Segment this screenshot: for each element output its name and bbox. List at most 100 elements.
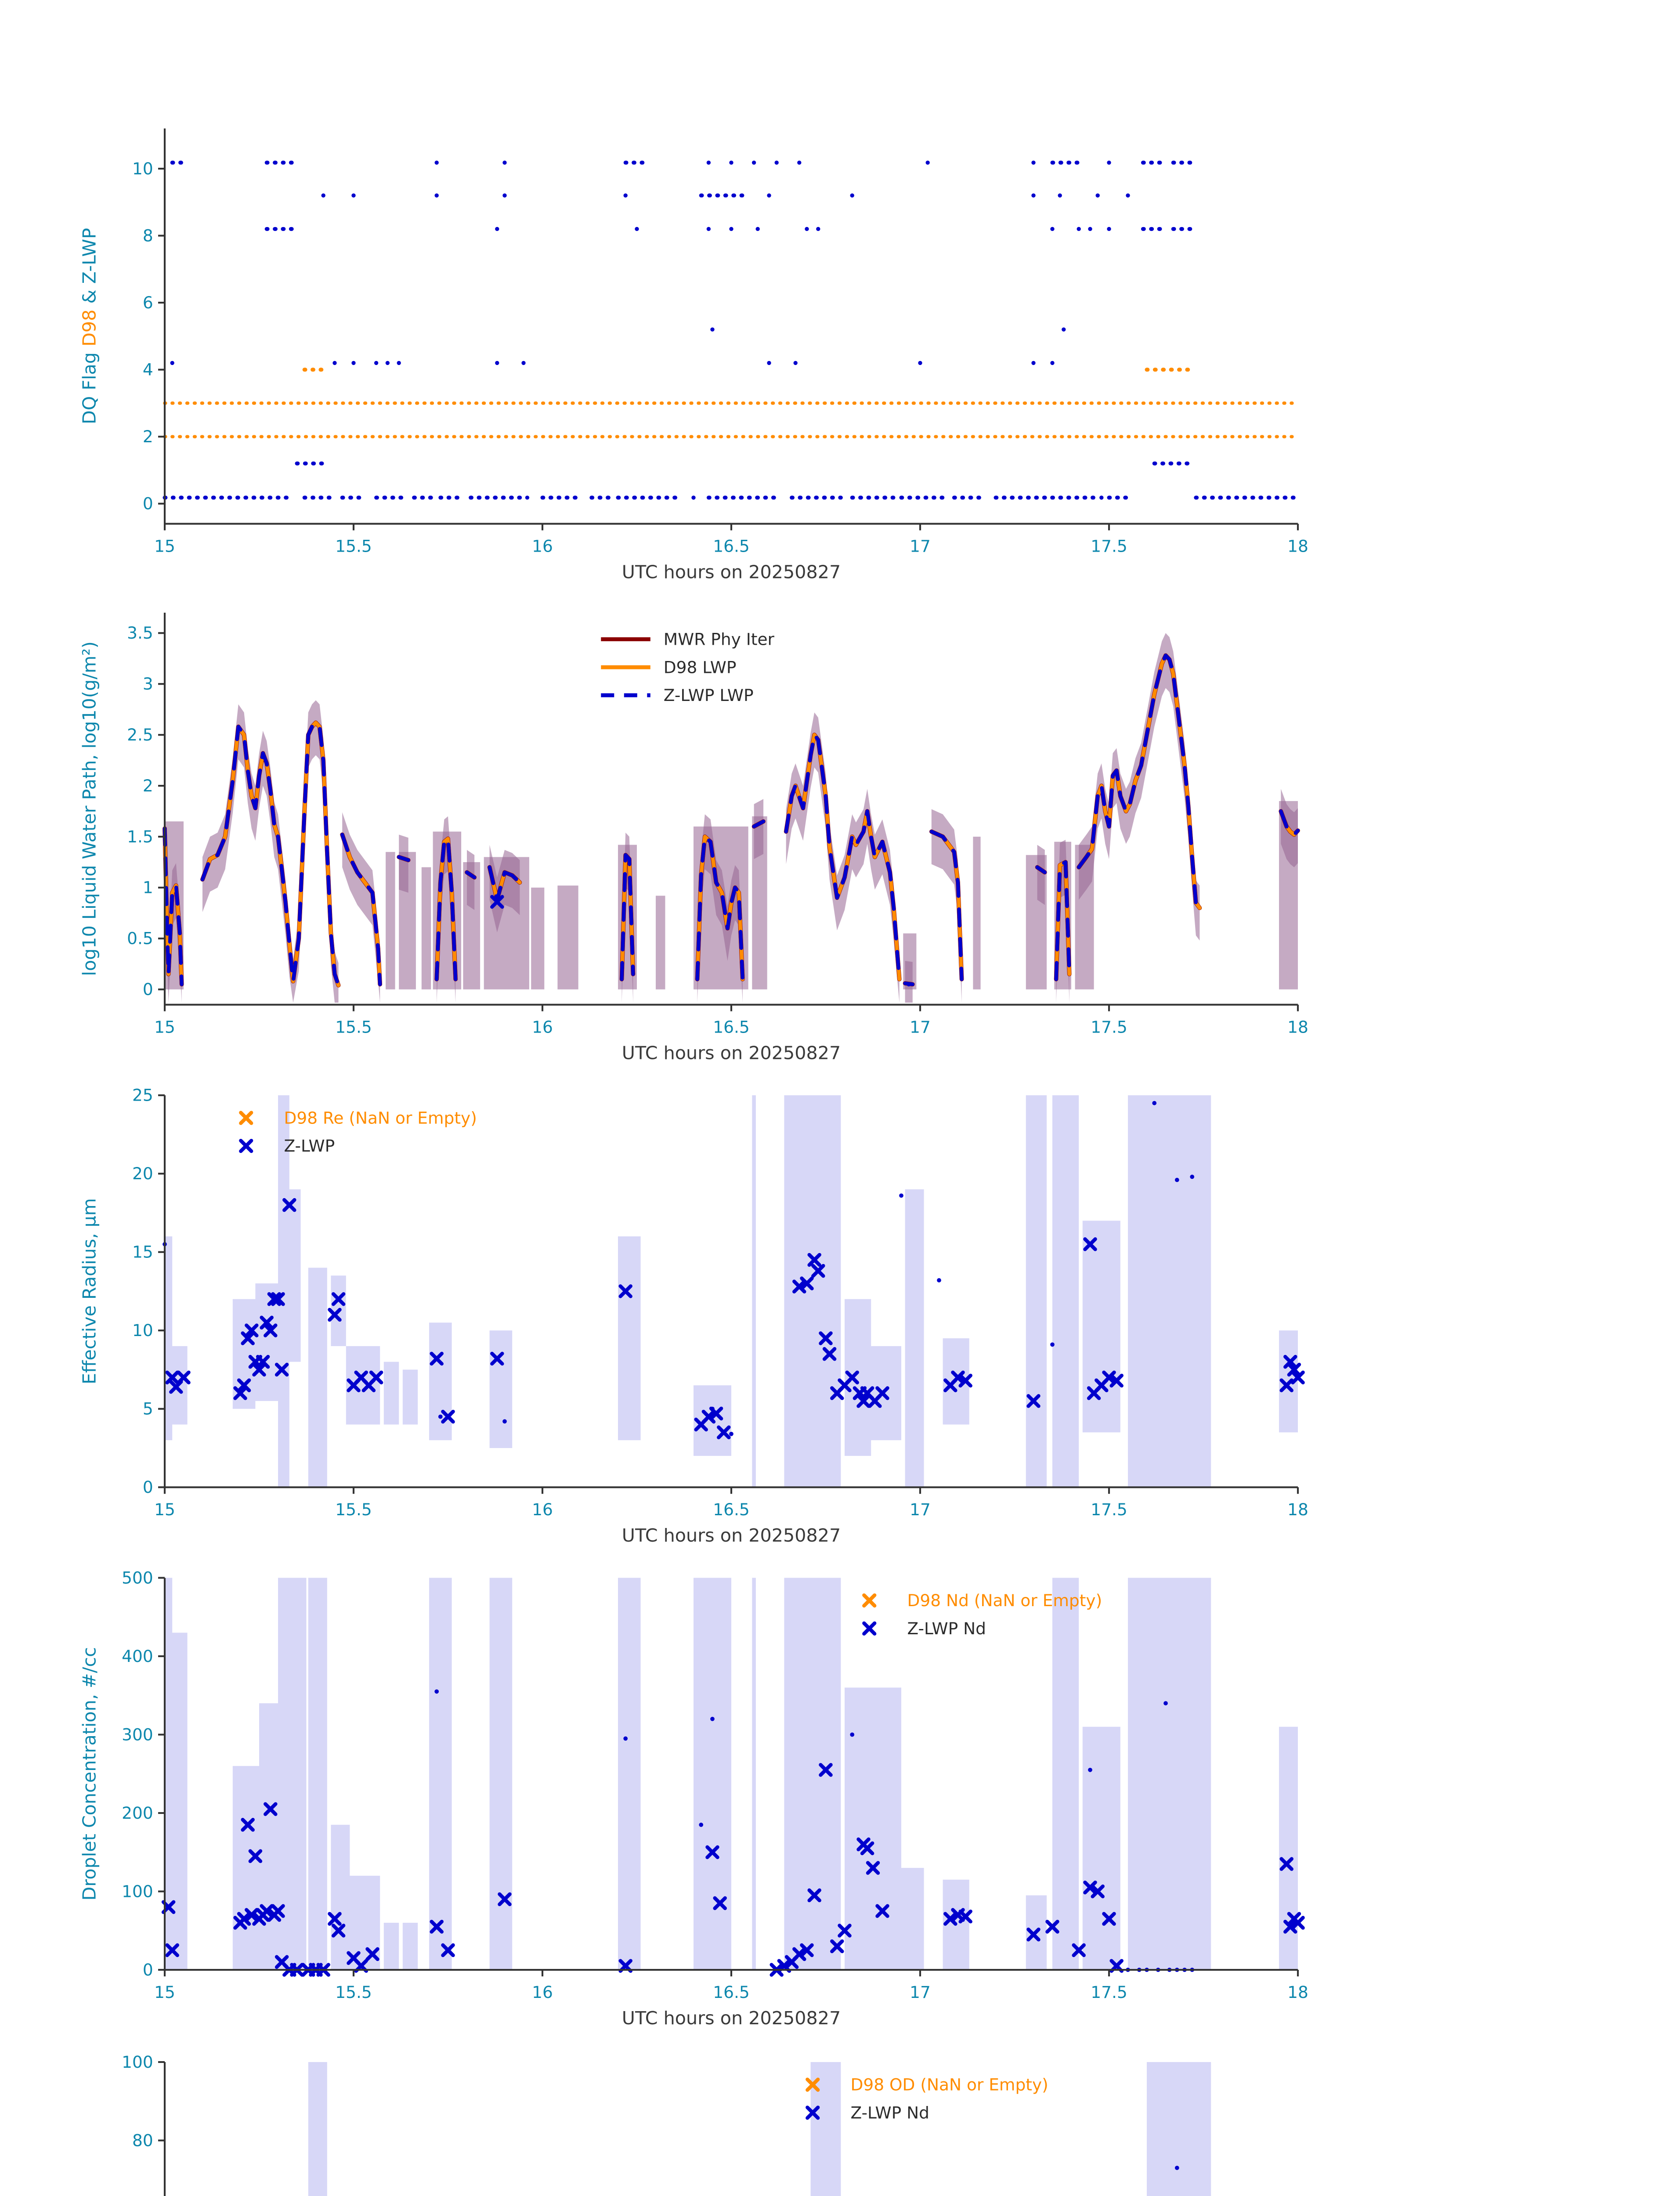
flag-dot: [751, 160, 756, 165]
y-tick-label: 5: [143, 1399, 153, 1419]
y-tick-label: 500: [122, 1568, 153, 1587]
point-marker: [1152, 1101, 1157, 1105]
x-marker: [958, 1373, 972, 1388]
legend-label: Z-LWP LWP: [664, 686, 754, 705]
x-marker: [800, 1276, 814, 1290]
flag-dot: [1107, 227, 1111, 231]
flag-dot: [1099, 495, 1104, 500]
x-axis-label: UTC hours on 20250827: [622, 1525, 841, 1546]
y-tick-label: 3: [143, 674, 153, 693]
x-marker: [271, 1292, 285, 1306]
lwp-envelope: [489, 845, 520, 932]
y-tick-label: 300: [122, 1725, 153, 1744]
series-line: [1035, 865, 1047, 874]
flag-dot: [1031, 193, 1036, 198]
uncertainty-band: [618, 1578, 641, 1970]
legend-label: D98 LWP: [664, 657, 737, 677]
uncertainty-band: [308, 2062, 327, 2196]
uncertainty-band: [618, 1236, 641, 1441]
series-line: [784, 733, 901, 981]
x-marker: [331, 1924, 346, 1938]
lwp-envelope-bar: [386, 852, 395, 990]
flag-dot: [1088, 227, 1092, 231]
x-tick-label: 17.5: [1091, 536, 1127, 556]
flag-dot: [805, 227, 809, 231]
flag-dot: [918, 361, 922, 365]
x-marker: [271, 1904, 285, 1918]
x-tick-label: 15.5: [335, 1983, 372, 2002]
uncertainty-band: [489, 1330, 513, 1448]
flag-dot: [1058, 193, 1062, 198]
x-marker: [490, 1351, 504, 1366]
legend: MWR Phy Iter D98 LWP Z-LWP LWP: [601, 630, 775, 705]
x-tick-label: 17: [910, 1500, 931, 1519]
legend-x-sample: [239, 1111, 253, 1125]
legend-label: Z-LWP Nd: [907, 1619, 986, 1638]
y-tick-label: 0: [143, 1477, 153, 1497]
uncertainty-band: [383, 1362, 399, 1425]
y-tick-label: 0: [143, 979, 153, 999]
x-tick-label: 16.5: [713, 1017, 750, 1037]
uncertainty-band: [383, 1922, 399, 1970]
legend-x-sample: [806, 2077, 820, 2092]
x-marker: [1291, 1916, 1305, 1930]
x-marker: [365, 1947, 379, 1961]
x-marker: [1279, 1857, 1293, 1871]
x-marker: [1283, 1920, 1297, 1934]
y-tick-label: 0: [143, 494, 153, 513]
x-tick-label: 17.5: [1091, 1500, 1127, 1519]
uncertainty-band: [871, 1346, 901, 1441]
x-marker: [807, 1888, 821, 1903]
series-line: [465, 870, 477, 879]
x-marker: [1026, 1394, 1041, 1408]
uncertainty-band: [402, 1369, 418, 1425]
x-marker: [369, 1370, 383, 1385]
uncertainty-band: [429, 1322, 452, 1441]
point-marker: [1050, 1342, 1055, 1347]
uncertainty-band: [845, 1687, 901, 1970]
y-tick-label: 100: [122, 2052, 153, 2072]
x-marker: [248, 1849, 263, 1863]
flag-dot: [793, 361, 798, 365]
x-tick-label: 16.5: [713, 1983, 750, 2002]
x-marker: [713, 1896, 727, 1911]
flag-dot: [623, 193, 628, 198]
flag-dot: [385, 361, 390, 365]
y-tick-label: 2: [143, 776, 153, 795]
x-tick-label: 15: [154, 1500, 175, 1519]
legend: D98 Nd (NaN or Empty) Z-LWP Nd: [862, 1591, 1102, 1638]
x-marker: [328, 1912, 342, 1926]
x-marker: [958, 1909, 972, 1924]
flag-dot: [767, 193, 771, 198]
uncertainty-band: [1128, 1095, 1211, 1488]
uncertainty-band: [165, 1236, 173, 1441]
x-tick-label: 17: [910, 1983, 931, 2002]
series-line: [752, 820, 766, 828]
point-marker: [1174, 1177, 1179, 1182]
point-marker: [699, 1822, 704, 1827]
lwp-envelope: [697, 814, 743, 1003]
x-marker: [717, 1425, 731, 1440]
x-marker: [1102, 1912, 1116, 1926]
flag-dot: [521, 361, 526, 365]
y-tick-label: 8: [143, 226, 153, 245]
flag-dot: [351, 361, 356, 365]
x-marker: [245, 1323, 259, 1337]
y-axis-label: Droplet Concentration, #/cc: [79, 1647, 100, 1900]
y-tick-label: 80: [132, 2131, 153, 2150]
x-tick-label: 17: [910, 536, 931, 556]
x-marker: [331, 1292, 346, 1306]
panel-droplet-concentration: 0 100 200 300 400 500 15 15.5 16 16.5 17 17.5 18 UTC …: [79, 1568, 1308, 2029]
x-marker: [1279, 1378, 1293, 1392]
x-marker: [705, 1845, 719, 1859]
series-line: [620, 853, 635, 981]
legend-label: Z-LWP: [284, 1136, 335, 1156]
flag-dot: [502, 193, 507, 198]
y-tick-label: 10: [132, 1321, 153, 1340]
uncertainty-band: [1128, 1578, 1211, 1970]
y-tick-label: 25: [132, 1086, 153, 1105]
uncertainty-band: [752, 1578, 756, 1970]
uncertainty-band: [1052, 1578, 1079, 1970]
x-marker: [819, 1331, 833, 1345]
point-marker: [1163, 1701, 1168, 1705]
